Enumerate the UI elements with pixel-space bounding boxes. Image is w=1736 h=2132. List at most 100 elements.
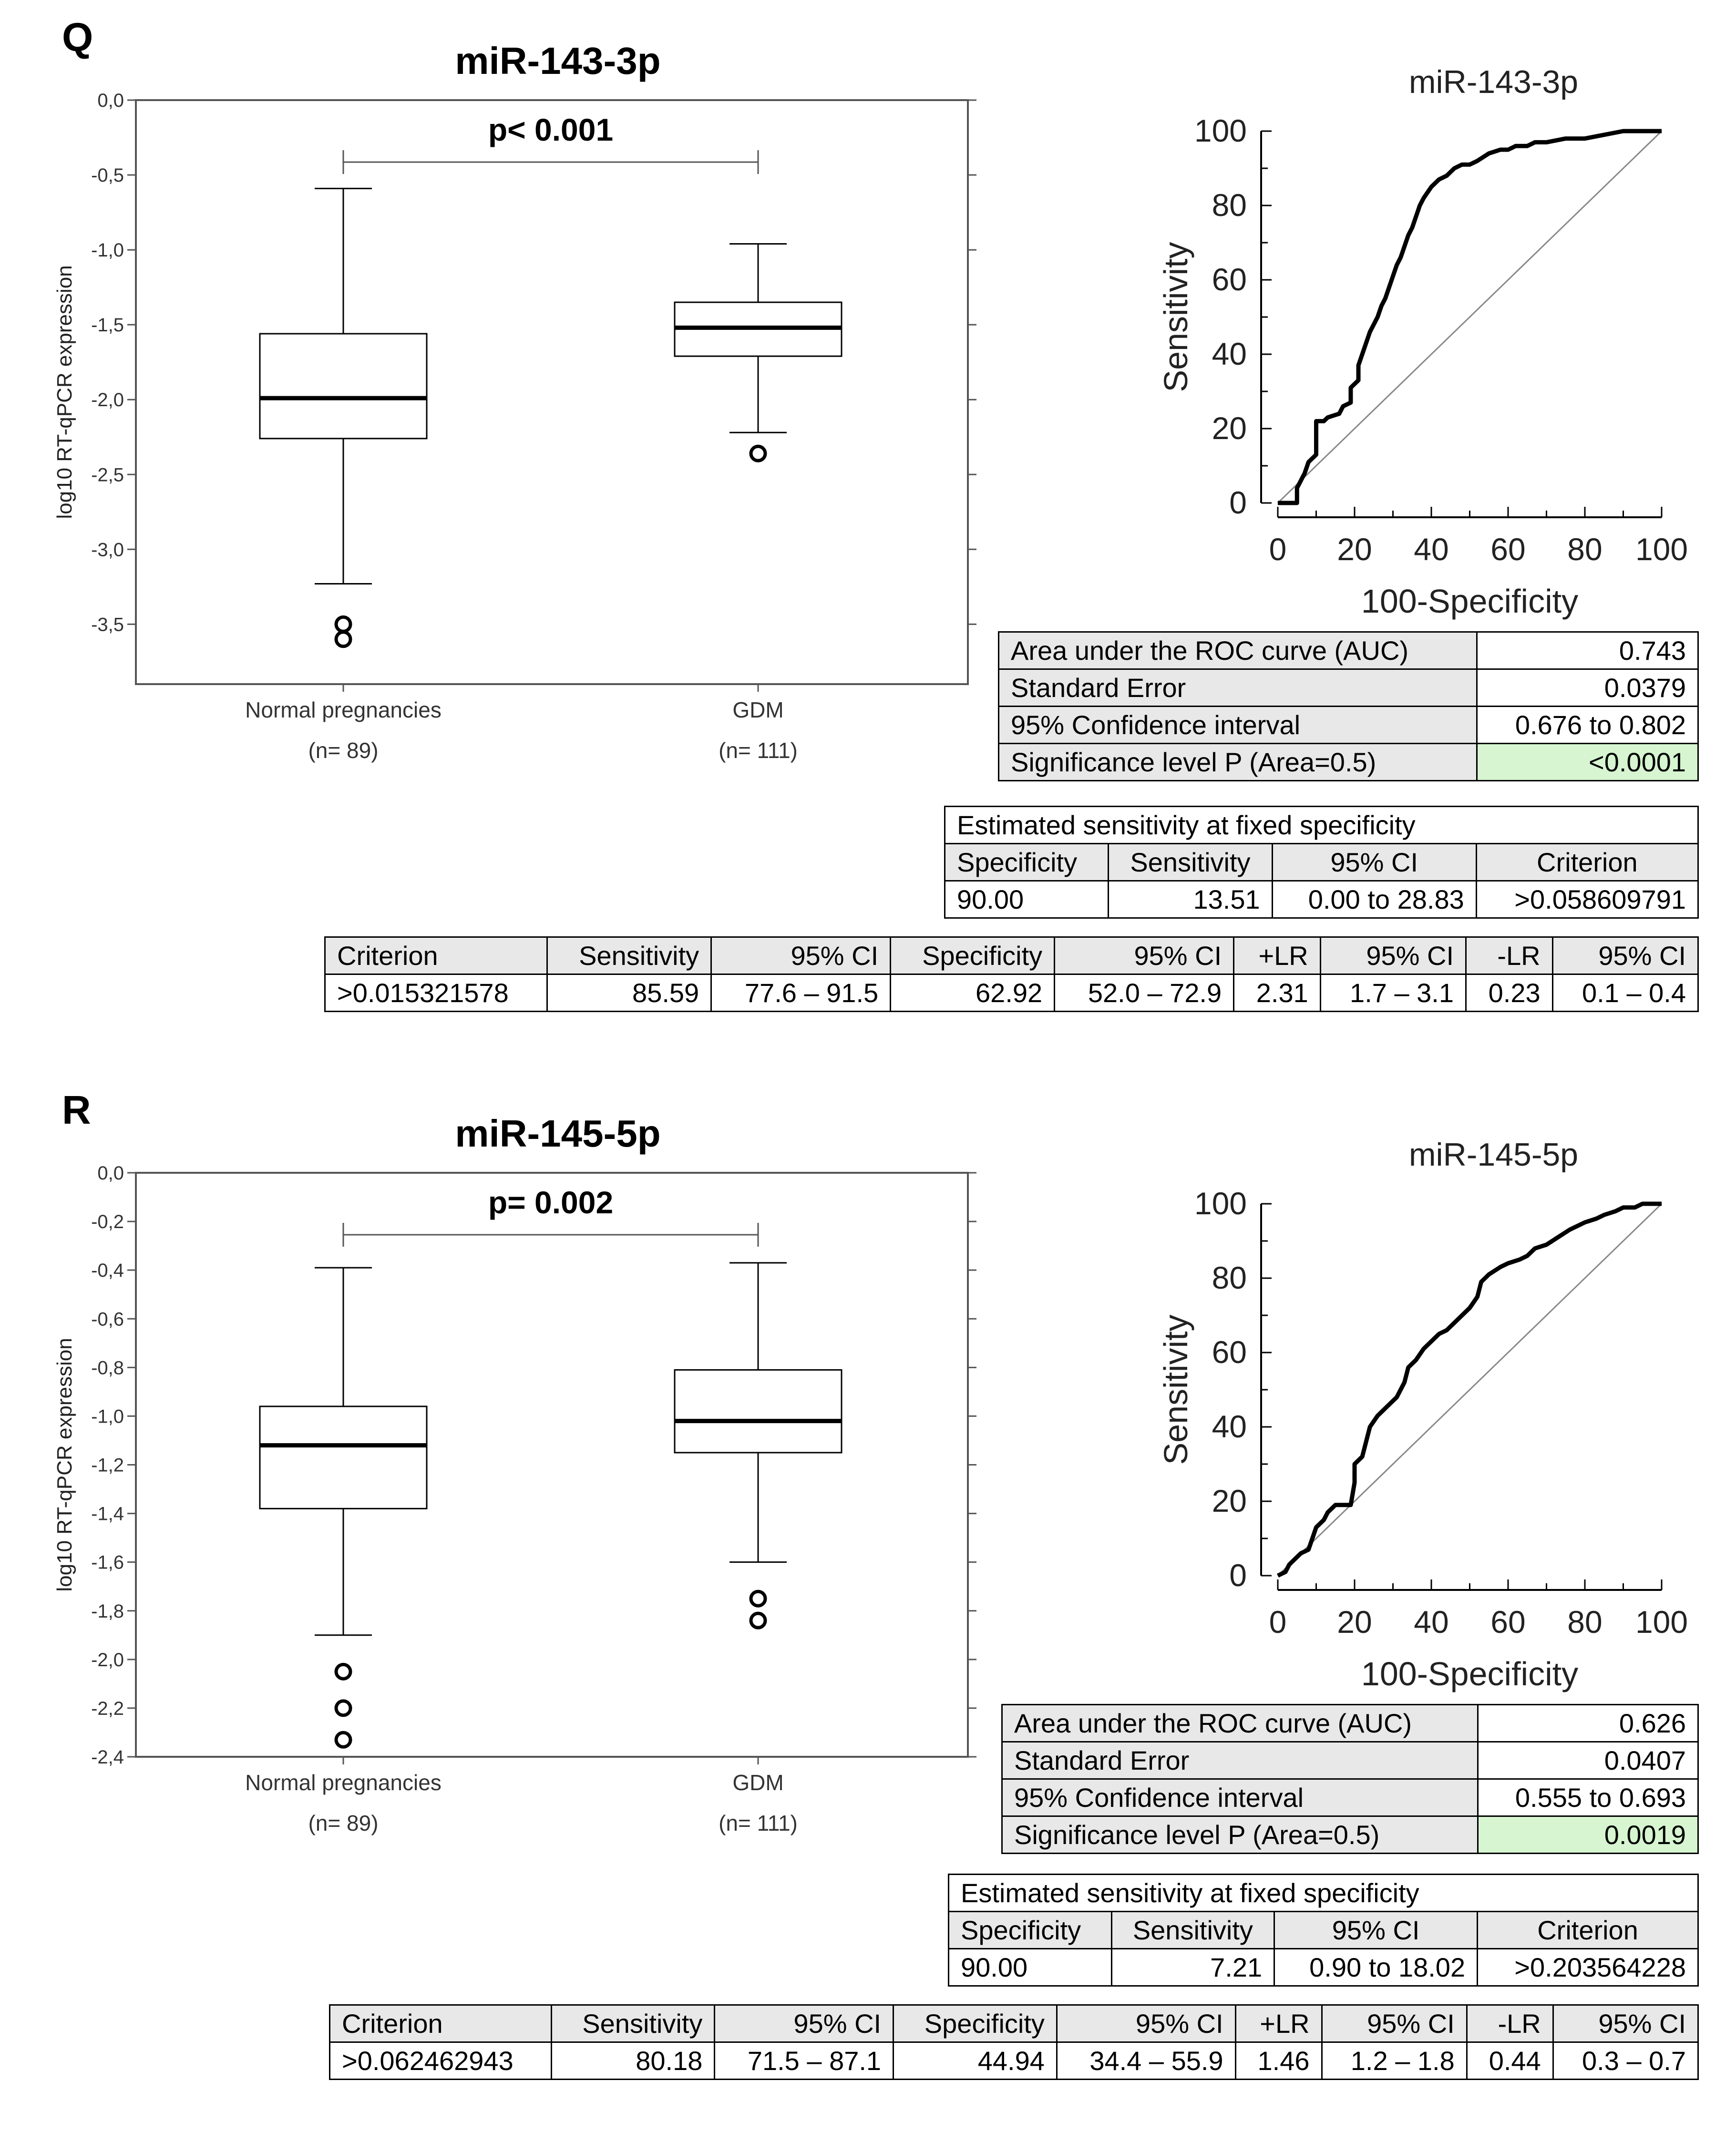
x-tick-label: 80 xyxy=(1567,532,1602,567)
crit-cell: 80.18 xyxy=(550,2041,716,2080)
boxplot-mir-145-5p: miR-145-5p 0,0 -0,2 -0,4 -0,6 -0,8 -1,0 -1,2 -1,… xyxy=(53,1112,976,1835)
panel-q: Q miR-143-3p 0,0 -0,5 -1,0 -1,5 -2,0 -2,5 -3,0 -… xyxy=(0,0,1736,1059)
crit-cell: >0.015321578 xyxy=(324,974,548,1012)
roc-curve xyxy=(1278,129,1662,505)
p-value-annotation: p= 0.002 xyxy=(488,1185,613,1220)
y-tick-label: 100 xyxy=(1194,113,1247,148)
y-tick-label: -2,0 xyxy=(91,390,124,410)
auc-table: Area under the ROC curve (AUC) 0.626 Stan… xyxy=(1001,1704,1699,1854)
crit-cell: 77.6 – 91.5 xyxy=(710,974,892,1012)
est-sensitivity-table: Estimated sensitivity at fixed specifici… xyxy=(948,1874,1699,1987)
y-tick-label: 80 xyxy=(1212,187,1247,223)
roc-y-label: Sensitivity xyxy=(1157,1314,1194,1465)
crit-header: 95% CI xyxy=(1056,2004,1236,2043)
y-tick-label: -2,4 xyxy=(91,1747,124,1768)
crit-cell: 34.4 – 55.9 xyxy=(1056,2041,1236,2080)
y-tick-label: 0 xyxy=(1229,485,1247,520)
x-tick-label: 20 xyxy=(1337,532,1372,567)
x-tick-label: 40 xyxy=(1414,532,1448,567)
crit-header: 95% CI xyxy=(710,936,892,975)
est-header: Sensitivity xyxy=(1108,843,1273,882)
y-tick-label: -1,0 xyxy=(91,1406,124,1427)
roc-x-label: 100-Specificity xyxy=(1361,1655,1578,1692)
criterion-table: Criterion Sensitivity 95% CI Specificity… xyxy=(329,2004,1699,2080)
x-tick-label: 80 xyxy=(1567,1604,1602,1640)
y-tick-label: 80 xyxy=(1212,1260,1247,1295)
x-tick-label: 60 xyxy=(1490,532,1525,567)
y-tick-label: -0,8 xyxy=(91,1357,124,1378)
y-axis-label: log10 RT-qPCR expression xyxy=(53,1338,76,1591)
y-axis-label: log10 RT-qPCR expression xyxy=(53,265,76,519)
roc-y-label: Sensitivity xyxy=(1157,242,1194,392)
est-cell: >0.203564228 xyxy=(1477,1948,1699,1987)
x-tick-label: 20 xyxy=(1337,1604,1372,1640)
outlier-point xyxy=(334,615,352,633)
est-cell: 0.90 to 18.02 xyxy=(1274,1948,1479,1987)
y-tick-label: 100 xyxy=(1194,1186,1247,1221)
sig-label: Significance level P (Area=0.5) xyxy=(1001,1815,1479,1854)
roc-title: miR-143-3p xyxy=(1409,64,1578,100)
crit-cell: 1.46 xyxy=(1234,2041,1323,2080)
x-tick-label: 60 xyxy=(1490,1604,1525,1640)
group-n: (n= 89) xyxy=(308,738,378,763)
outlier-point xyxy=(334,1662,352,1681)
crit-cell: 1.7 – 3.1 xyxy=(1319,974,1467,1012)
x-tick-label: 0 xyxy=(1269,532,1287,567)
p-value-annotation: p< 0.001 xyxy=(488,112,613,147)
y-tick-label: 20 xyxy=(1212,1483,1247,1518)
ci-label: 95% Confidence interval xyxy=(1001,1778,1479,1817)
group-label: GDM xyxy=(732,1770,783,1795)
crit-header: 95% CI xyxy=(714,2004,894,2043)
reference-diagonal xyxy=(1277,1203,1663,1577)
group-label: Normal pregnancies xyxy=(245,697,442,722)
y-tick-label: -1,4 xyxy=(91,1504,124,1525)
group-n: (n= 111) xyxy=(719,738,798,763)
roc-mir-143-3p: miR-143-3p 0 20 40 60 80 100 0 20 40 60 80 100 Sensit… xyxy=(1157,64,1688,620)
crit-cell: 71.5 – 87.1 xyxy=(714,2041,894,2080)
est-cell: >0.058609791 xyxy=(1475,880,1699,919)
y-tick-label: -2,5 xyxy=(91,464,124,485)
box-iqr xyxy=(259,333,428,440)
est-table-title: Estimated sensitivity at fixed specifici… xyxy=(948,1874,1699,1912)
est-cell: 13.51 xyxy=(1108,880,1273,919)
crit-cell: 2.31 xyxy=(1233,974,1321,1012)
outlier-point xyxy=(749,1611,767,1630)
y-tick-label: 40 xyxy=(1212,336,1247,371)
sig-value: 0.0019 xyxy=(1477,1815,1699,1854)
x-tick-label: 100 xyxy=(1635,532,1688,567)
se-label: Standard Error xyxy=(997,668,1478,707)
y-tick-label: 60 xyxy=(1212,1334,1247,1370)
crit-header: Criterion xyxy=(329,2004,552,2043)
est-header: 95% CI xyxy=(1274,1911,1479,1949)
crit-header: 95% CI xyxy=(1054,936,1235,975)
roc-x-label: 100-Specificity xyxy=(1361,583,1578,620)
est-header: Specificity xyxy=(948,1911,1112,1949)
est-header: Criterion xyxy=(1475,843,1699,882)
est-cell: 7.21 xyxy=(1110,1948,1275,1987)
est-header: Sensitivity xyxy=(1110,1911,1275,1949)
panel-letter: Q xyxy=(62,15,93,60)
auc-label: Area under the ROC curve (AUC) xyxy=(1001,1704,1479,1742)
y-tick-label: -1,5 xyxy=(91,315,124,336)
roc-mir-145-5p: miR-145-5p 0 20 40 60 80 100 0 20 40 60 80 100 Sensit… xyxy=(1157,1137,1688,1692)
est-table-title: Estimated sensitivity at fixed specifici… xyxy=(944,806,1699,844)
y-tick-label: -3,5 xyxy=(91,614,124,635)
x-tick-label: 100 xyxy=(1635,1604,1688,1640)
roc-title: miR-145-5p xyxy=(1409,1137,1578,1173)
auc-value: 0.626 xyxy=(1477,1704,1699,1742)
y-tick-label: 20 xyxy=(1212,410,1247,446)
y-tick-label: 60 xyxy=(1212,262,1247,297)
outlier-point xyxy=(334,1731,352,1749)
est-header: 95% CI xyxy=(1271,843,1477,882)
est-header: Specificity xyxy=(944,843,1109,882)
crit-header: Specificity xyxy=(890,936,1056,975)
se-label: Standard Error xyxy=(1001,1741,1479,1780)
crit-cell: 0.1 – 0.4 xyxy=(1551,974,1699,1012)
y-tick-label: -2,0 xyxy=(91,1650,124,1671)
est-cell: 90.00 xyxy=(948,1948,1112,1987)
sig-value: <0.0001 xyxy=(1476,743,1699,781)
est-header: Criterion xyxy=(1477,1911,1699,1949)
auc-table: Area under the ROC curve (AUC) 0.743 Stan… xyxy=(997,631,1699,781)
boxplot-mir-143-3p: miR-143-3p 0,0 -0,5 -1,0 -1,5 -2,0 -2,5 -3,0 -3,… xyxy=(53,40,976,763)
y-tick-label: 0 xyxy=(1229,1558,1247,1593)
